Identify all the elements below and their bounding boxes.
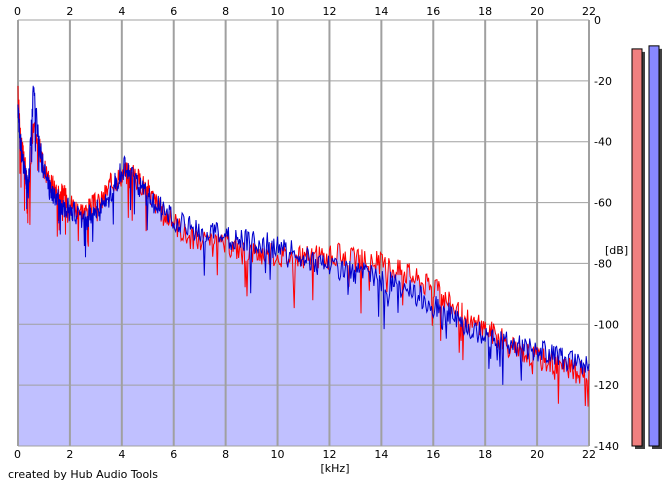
- y-axis-label: [dB]: [605, 244, 628, 257]
- level-meter-bar: [648, 45, 660, 447]
- x-tick-label-top: 0: [14, 5, 21, 18]
- x-tick-label-top: 22: [582, 5, 596, 18]
- y-tick-label: -20: [594, 75, 612, 88]
- x-tick-label-bottom: 18: [478, 448, 492, 461]
- x-tick-label-bottom: 12: [322, 448, 336, 461]
- y-tick-label: 0: [594, 14, 601, 27]
- y-tick-label: -60: [594, 197, 612, 210]
- y-tick-label: -100: [594, 318, 619, 331]
- x-tick-label-top: 20: [530, 5, 544, 18]
- level-meter-bar: [631, 48, 643, 447]
- x-tick-label-top: 14: [374, 5, 388, 18]
- series-line-1: [17, 85, 590, 385]
- x-tick-label-top: 8: [222, 5, 229, 18]
- x-tick-label-top: 4: [118, 5, 125, 18]
- series-layer: [17, 85, 590, 407]
- x-axis-label: [kHz]: [321, 462, 350, 475]
- x-tick-label-bottom: 4: [118, 448, 125, 461]
- x-tick-label-top: 2: [66, 5, 73, 18]
- x-tick-label-top: 18: [478, 5, 492, 18]
- x-tick-label-bottom: 16: [426, 448, 440, 461]
- x-tick-label-bottom: 14: [374, 448, 388, 461]
- y-tick-label: -80: [594, 257, 612, 270]
- x-tick-label-bottom: 8: [222, 448, 229, 461]
- x-tick-label-bottom: 2: [66, 448, 73, 461]
- y-tick-label: -140: [594, 440, 619, 453]
- y-tick-labels: 0 -20 -40 -60 -80 -100 -120 -140: [594, 14, 619, 453]
- x-tick-label-top: 6: [170, 5, 177, 18]
- x-tick-label-bottom: 22: [582, 448, 596, 461]
- x-tick-label-top: 16: [426, 5, 440, 18]
- x-tick-label-bottom: 10: [271, 448, 285, 461]
- y-tick-label: -120: [594, 379, 619, 392]
- x-tick-label-bottom: 20: [530, 448, 544, 461]
- x-tick-label-bottom: 6: [170, 448, 177, 461]
- x-tick-label-top: 10: [271, 5, 285, 18]
- y-tick-label: -40: [594, 136, 612, 149]
- x-tick-label-top: 12: [322, 5, 336, 18]
- footer-credit: created by Hub Audio Tools: [8, 468, 158, 481]
- x-tick-label-bottom: 0: [14, 448, 21, 461]
- level-meters: [631, 45, 662, 450]
